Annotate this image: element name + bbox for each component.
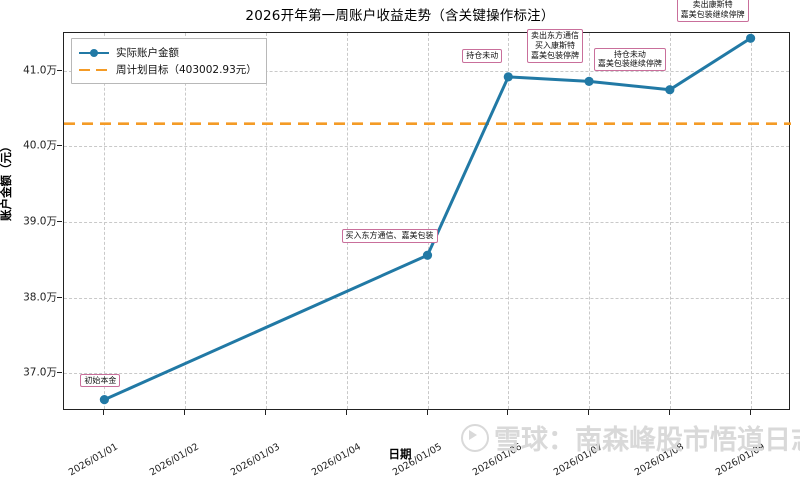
- x-tick-mark: [264, 410, 266, 415]
- data-point-marker[interactable]: [503, 72, 513, 82]
- data-point-marker[interactable]: [746, 33, 756, 43]
- y-tick-mark: [57, 296, 62, 298]
- plot-area: 初始本金 买入东方通信、嘉美包装 持仓未动 卖出东方通信 买入康斯特 嘉美包装停牌 持仓…: [63, 0, 791, 410]
- line-marker-icon: [79, 47, 109, 59]
- x-tick-mark: [345, 410, 347, 415]
- data-point-marker[interactable]: [99, 395, 109, 405]
- data-point-marker[interactable]: [422, 250, 433, 260]
- gridline-vertical: [427, 33, 429, 409]
- legend-label-actual: 实际账户金额: [116, 47, 179, 59]
- x-tick-label: 2026/01/07: [551, 441, 605, 478]
- gridline-vertical: [508, 33, 510, 409]
- y-tick-mark: [57, 221, 62, 222]
- annot-buy-dfdx-jiamei: 买入东方通信、嘉美包装: [341, 229, 438, 243]
- x-tick-label: 2026/01/06: [471, 441, 525, 478]
- gridline-horizontal: [64, 146, 789, 148]
- gridline-horizontal: [64, 70, 789, 72]
- legend-item-target: 周计划目标（403002.93元）: [79, 61, 257, 78]
- y-tick-label: 41.0万: [23, 64, 57, 77]
- gridline-vertical: [589, 33, 591, 409]
- x-tick-label: 2026/01/08: [632, 441, 686, 478]
- x-tick-label: 2026/01/04: [309, 441, 363, 478]
- x-tick-mark: [103, 410, 105, 415]
- x-tick-mark: [749, 410, 751, 415]
- gridline-vertical: [750, 33, 752, 409]
- annot-initial-capital: 初始本金: [80, 373, 121, 388]
- x-tick-mark: [588, 410, 590, 415]
- x-tick-mark: [507, 410, 509, 415]
- x-tick-mark: [184, 410, 186, 415]
- y-tick-label: 40.0万: [23, 139, 57, 152]
- data-point-marker[interactable]: [584, 76, 594, 86]
- y-tick-mark: [57, 145, 62, 147]
- gridline-horizontal: [64, 373, 789, 375]
- x-tick-label: 2026/01/01: [67, 441, 121, 478]
- y-tick-label: 39.0万: [23, 215, 57, 228]
- gridline-vertical: [669, 33, 671, 409]
- chart-legend: 实际账户金额 周计划目标（403002.93元）: [71, 38, 267, 84]
- gridline-horizontal: [64, 222, 789, 223]
- annot-sell-konster: 卖出康斯特 嘉美包装继续停牌: [676, 0, 749, 22]
- annot-hold-0106: 持仓未动: [462, 48, 503, 63]
- annot-hold-0108: 持仓未动 嘉美包装继续停牌: [593, 47, 666, 72]
- x-tick-mark: [668, 410, 670, 415]
- chart-title: 2026开年第一周账户收益走势（含关键操作标注）: [245, 8, 555, 24]
- gridline-vertical: [265, 33, 267, 409]
- gridline-vertical: [185, 33, 187, 409]
- gridline-vertical: [104, 33, 106, 409]
- y-tick-label: 37.0万: [23, 366, 57, 379]
- x-tick-label: 2026/01/02: [148, 441, 201, 478]
- y-axis-ticks: 37.0万 38.0万 39.0万 40.0万 41.0万: [0, 32, 63, 410]
- y-tick-mark: [57, 69, 62, 71]
- y-tick-mark: [57, 372, 62, 374]
- actual-amount-line: [102, 36, 753, 402]
- x-axis-ticks: 2026/01/01 2026/01/02 2026/01/03 2026/01/04…: [63, 410, 790, 478]
- dashed-line-icon: [79, 64, 109, 76]
- x-tick-label: 2026/01/05: [390, 441, 444, 478]
- x-tick-mark: [426, 410, 428, 415]
- legend-label-target: 周计划目标（403002.93元）: [116, 64, 257, 76]
- gridline-vertical: [346, 33, 348, 409]
- data-point-marker[interactable]: [665, 85, 675, 95]
- x-axis-label: 日期: [388, 447, 412, 461]
- x-tick-label: 2026/01/03: [228, 441, 282, 478]
- y-tick-label: 38.0万: [23, 291, 57, 304]
- annot-sell-dfdx-buy-konster: 卖出东方通信 买入康斯特 嘉美包装停牌: [527, 29, 584, 63]
- series-layer: [64, 33, 791, 405]
- gridline-horizontal: [64, 297, 789, 299]
- legend-item-actual: 实际账户金额: [79, 44, 257, 61]
- x-tick-label: 2026/01/09: [713, 441, 767, 478]
